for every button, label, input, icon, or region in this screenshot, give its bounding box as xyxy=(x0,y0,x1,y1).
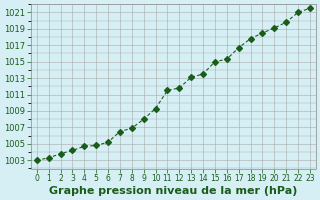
X-axis label: Graphe pression niveau de la mer (hPa): Graphe pression niveau de la mer (hPa) xyxy=(49,186,298,196)
